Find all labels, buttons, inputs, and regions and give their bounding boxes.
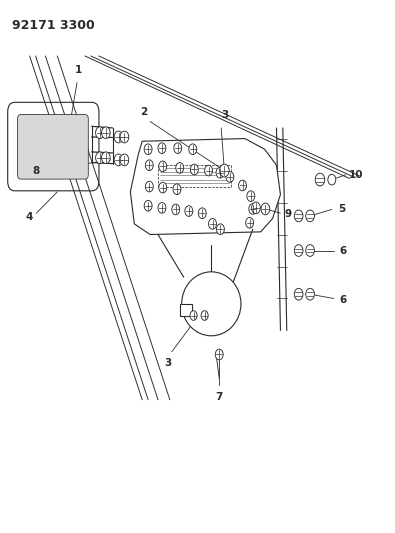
- Text: 92171 3300: 92171 3300: [12, 19, 94, 31]
- Text: 2: 2: [141, 107, 148, 117]
- Circle shape: [159, 182, 167, 193]
- Circle shape: [306, 245, 314, 256]
- Circle shape: [315, 173, 325, 186]
- Text: 8: 8: [32, 166, 39, 175]
- Circle shape: [189, 144, 197, 155]
- Circle shape: [190, 311, 197, 320]
- Circle shape: [96, 152, 104, 164]
- Text: 3: 3: [164, 358, 171, 368]
- Circle shape: [145, 181, 153, 192]
- Circle shape: [102, 127, 110, 139]
- Circle shape: [158, 203, 166, 213]
- Circle shape: [239, 180, 246, 191]
- Text: 6: 6: [339, 295, 346, 304]
- Circle shape: [294, 210, 303, 222]
- Circle shape: [158, 143, 166, 154]
- Text: 4: 4: [26, 212, 33, 222]
- Text: 5: 5: [338, 205, 345, 214]
- Circle shape: [120, 154, 129, 166]
- Circle shape: [159, 161, 167, 172]
- Circle shape: [216, 167, 224, 178]
- Circle shape: [120, 131, 129, 143]
- Circle shape: [294, 245, 303, 256]
- Circle shape: [190, 164, 198, 175]
- Circle shape: [306, 210, 314, 222]
- Circle shape: [249, 204, 257, 214]
- Circle shape: [215, 349, 223, 360]
- Circle shape: [209, 219, 216, 229]
- Text: 10: 10: [348, 170, 363, 180]
- Circle shape: [96, 127, 104, 139]
- Circle shape: [173, 184, 181, 195]
- Circle shape: [172, 204, 180, 215]
- Circle shape: [252, 202, 260, 214]
- Circle shape: [201, 311, 208, 320]
- Circle shape: [102, 152, 110, 164]
- Ellipse shape: [182, 272, 241, 336]
- Circle shape: [176, 163, 184, 173]
- Circle shape: [205, 165, 213, 176]
- FancyBboxPatch shape: [18, 115, 88, 179]
- FancyBboxPatch shape: [8, 102, 99, 191]
- Text: 7: 7: [216, 392, 223, 402]
- Circle shape: [185, 206, 193, 216]
- Circle shape: [198, 208, 206, 219]
- Circle shape: [220, 164, 229, 177]
- Circle shape: [306, 288, 314, 300]
- Circle shape: [114, 154, 123, 166]
- Circle shape: [144, 200, 152, 211]
- Polygon shape: [130, 139, 280, 235]
- FancyBboxPatch shape: [180, 304, 192, 316]
- Circle shape: [261, 203, 270, 215]
- Text: 3: 3: [222, 110, 229, 120]
- Circle shape: [226, 172, 234, 182]
- Text: 1: 1: [75, 64, 82, 75]
- Text: 6: 6: [339, 246, 346, 255]
- Circle shape: [216, 224, 224, 235]
- Circle shape: [294, 288, 303, 300]
- Circle shape: [144, 144, 152, 155]
- Circle shape: [246, 217, 254, 228]
- Circle shape: [145, 160, 153, 171]
- Circle shape: [247, 191, 255, 201]
- Text: 9: 9: [284, 209, 292, 219]
- Circle shape: [328, 174, 336, 185]
- Circle shape: [174, 143, 182, 154]
- Circle shape: [114, 131, 123, 143]
